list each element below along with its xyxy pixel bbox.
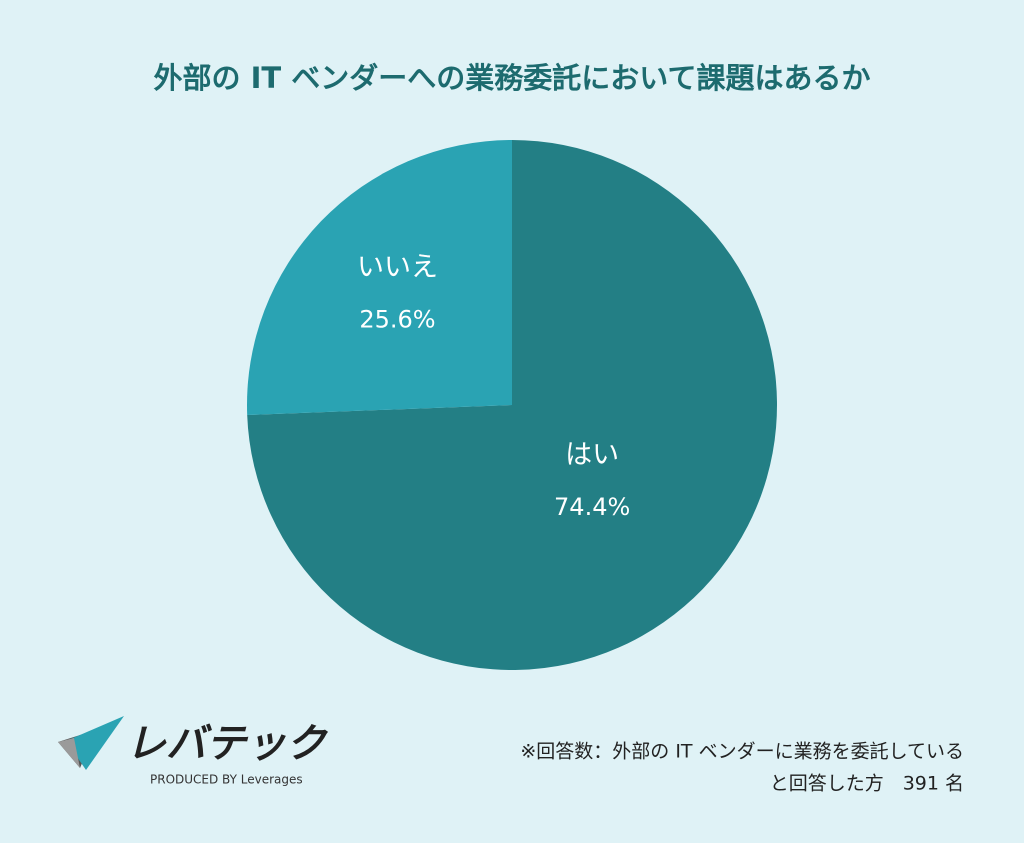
logo-mark-grey [58, 738, 80, 768]
value-label: 74.4% [554, 493, 630, 521]
value-label: 25.6% [359, 306, 435, 334]
logo-mark-teal [66, 716, 124, 770]
logo: レバテック PRODUCED BY Leverages [58, 716, 329, 787]
slice-label: はい [565, 440, 619, 471]
logo-name: レバテック [126, 721, 329, 767]
slice-label: いいえ [357, 252, 438, 283]
pie: はい 74.4% いいえ 25.6% [247, 140, 777, 670]
pie-slice [247, 140, 512, 415]
footnote: と回答した方 391 名 [770, 773, 964, 795]
pie-slice [247, 140, 777, 670]
chart-title: 外部の IT ベンダーへの業務委託において課題はあるか [154, 61, 871, 95]
footnote: ※回答数：外部の IT ベンダーに業務を委託している [520, 741, 964, 763]
logo-tagline: PRODUCED BY Leverages [150, 773, 303, 787]
